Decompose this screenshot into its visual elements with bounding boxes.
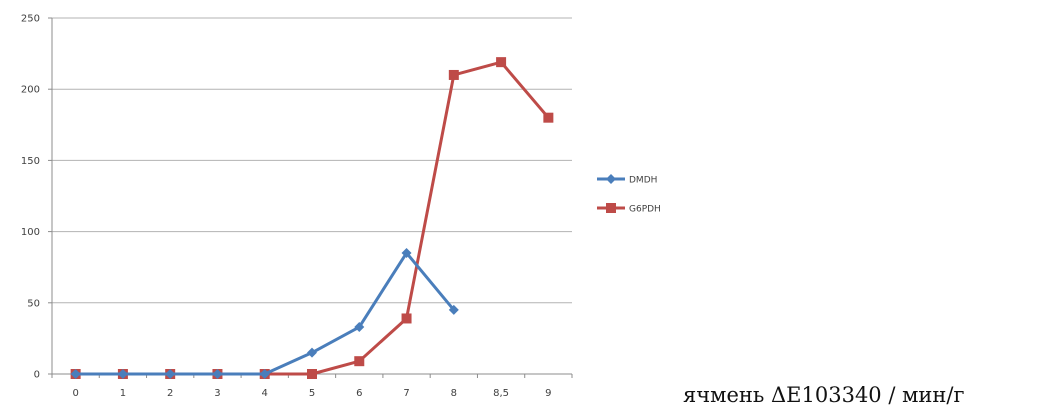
axes: [48, 17, 573, 378]
legend: DMDH G6PDH: [597, 174, 661, 215]
data-point-dmdh: [212, 369, 223, 379]
y-tick-labels: 0 50 100 150 200 250: [21, 14, 40, 381]
x-tick-labels: 0 1 2 3 4 5 6 7 8 8,5 9: [72, 388, 551, 399]
y-tick-label: 0: [34, 370, 40, 381]
legend-swatch-marker: [606, 174, 616, 184]
x-tick-label: 3: [214, 388, 220, 399]
legend-label: G6PDH: [629, 205, 661, 215]
data-point-dmdh: [165, 369, 176, 379]
x-tick-label: 5: [309, 388, 315, 399]
x-tick-label: 2: [167, 388, 173, 399]
y-tick-label: 150: [21, 156, 40, 167]
data-point-dmdh: [401, 247, 412, 258]
data-point-dmdh: [259, 369, 270, 379]
x-tick-label: 8,5: [493, 388, 509, 399]
data-point-g6pdh: [307, 369, 317, 379]
data-point-g6pdh: [496, 57, 507, 68]
y-tick-label: 200: [21, 85, 40, 96]
data-point-g6pdh: [448, 69, 459, 80]
gridlines: [52, 17, 572, 304]
data-point-g6pdh: [543, 112, 554, 123]
series-group: [70, 57, 554, 379]
x-tick-label: 6: [356, 388, 362, 399]
x-tick-label: 1: [120, 388, 126, 399]
y-tick-label: 250: [21, 14, 40, 25]
x-tick-label: 0: [72, 388, 78, 399]
series-line-dmdh: [75, 251, 455, 376]
data-point-dmdh: [354, 322, 365, 333]
x-tick-label: 4: [262, 388, 268, 399]
data-point-g6pdh: [354, 356, 365, 367]
data-point-dmdh: [307, 347, 317, 358]
x-tick-label: 7: [403, 388, 409, 399]
data-point-dmdh: [70, 369, 81, 379]
x-tick-label: 8: [451, 388, 457, 399]
y-tick-label: 50: [27, 298, 40, 309]
data-point-g6pdh: [401, 313, 412, 324]
legend-label: DMDH: [629, 176, 657, 186]
chart-caption: ячмень ΔE103340 / мин/г: [683, 383, 965, 407]
data-point-dmdh: [448, 304, 459, 315]
series-line-g6pdh: [75, 60, 550, 376]
y-tick-label: 100: [21, 227, 40, 238]
x-tick-label: 9: [545, 388, 551, 399]
data-point-dmdh: [117, 369, 128, 379]
legend-swatch-marker: [606, 203, 616, 213]
